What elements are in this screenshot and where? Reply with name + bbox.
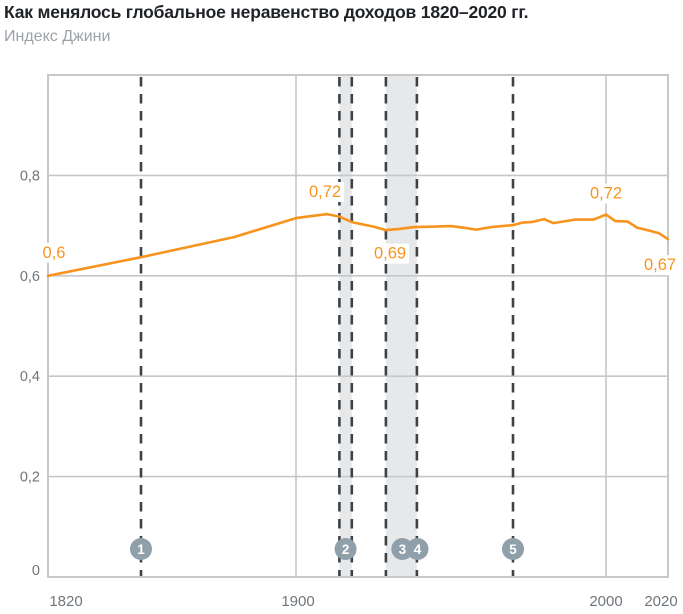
event-period-band xyxy=(339,76,352,576)
value-label-bg xyxy=(640,255,680,276)
value-label: 0,72 xyxy=(590,185,622,203)
x-tick-label: 2020 xyxy=(644,593,677,610)
y-tick-label: 0,4 xyxy=(20,369,40,385)
event-marker-number: 4 xyxy=(414,542,422,557)
gini-series-line xyxy=(46,212,670,278)
y-tick-label: 0,6 xyxy=(20,269,40,285)
event-marker-number: 5 xyxy=(509,542,517,557)
chart-title: Как менялось глобальное неравенство дохо… xyxy=(4,2,529,22)
event-marker-number: 2 xyxy=(342,542,350,557)
plot-border xyxy=(47,74,669,578)
value-label-bg xyxy=(586,183,626,204)
value-label: 0,6 xyxy=(43,244,66,262)
event-marker-1[interactable] xyxy=(130,538,152,560)
value-label: 0,72 xyxy=(309,183,341,201)
x-tick-label: 1900 xyxy=(281,593,314,610)
x-tick-label: 1820 xyxy=(49,593,82,610)
y-tick-label: 0 xyxy=(32,563,40,579)
event-marker-number: 3 xyxy=(399,542,407,557)
event-marker-number: 1 xyxy=(137,542,145,557)
chart-subtitle: Индекс Джини xyxy=(4,28,111,45)
value-label-bg xyxy=(39,242,69,263)
event-marker-4[interactable] xyxy=(406,538,429,560)
event-period-band xyxy=(385,76,417,576)
y-tick-label: 0,2 xyxy=(20,470,40,486)
y-tick-label: 0,8 xyxy=(20,168,40,184)
value-label: 0,67 xyxy=(644,256,676,274)
event-marker-2[interactable] xyxy=(334,538,357,560)
event-marker-3[interactable] xyxy=(391,538,414,560)
value-label: 0,69 xyxy=(374,245,406,263)
x-tick-label: 2000 xyxy=(589,593,622,610)
value-label-bg xyxy=(305,182,345,203)
value-label-bg xyxy=(370,243,410,264)
event-marker-5[interactable] xyxy=(502,538,524,560)
chart-header: Как менялось глобальное неравенство дохо… xyxy=(4,2,679,46)
